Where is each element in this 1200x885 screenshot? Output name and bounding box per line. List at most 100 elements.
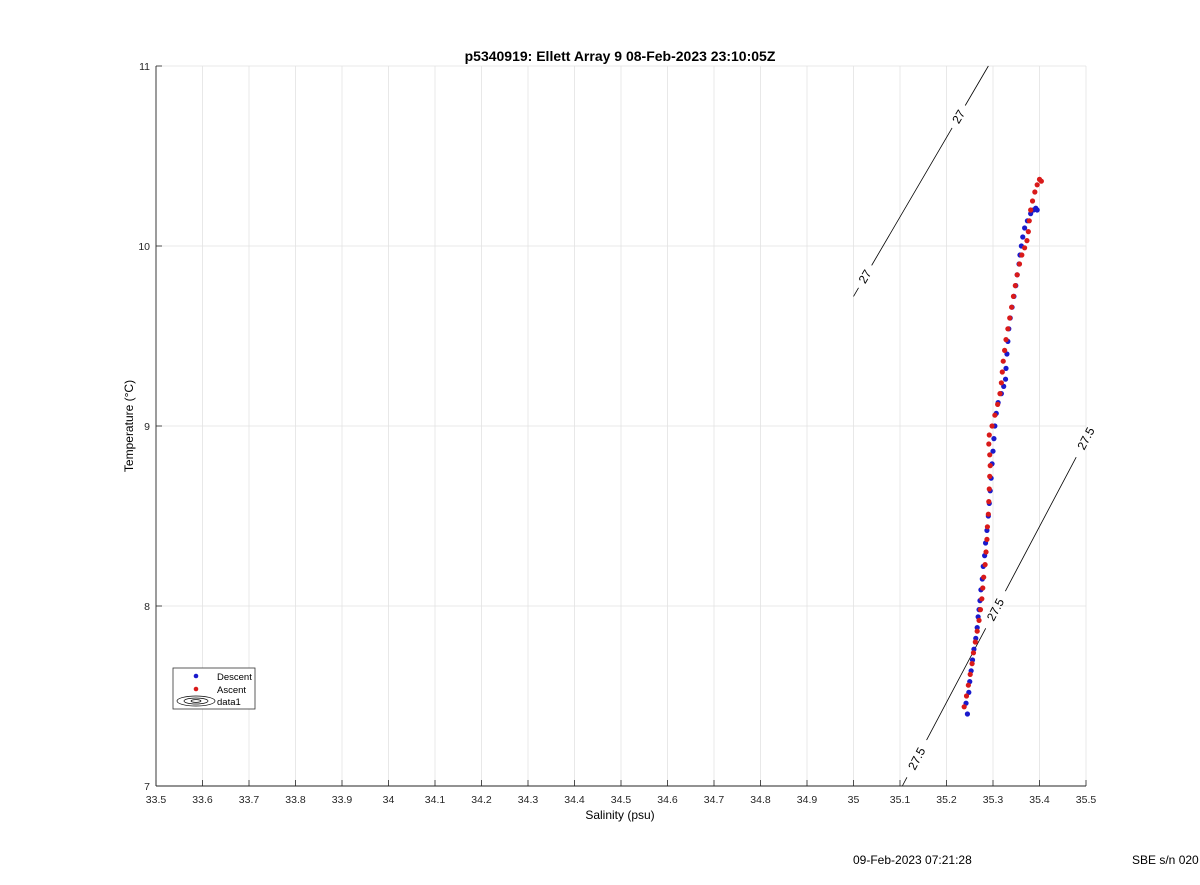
data-point-ascent (1022, 245, 1028, 251)
x-tick-label: 33.8 (285, 794, 306, 806)
data-point-ascent (998, 380, 1004, 386)
data-point-ascent (986, 499, 992, 505)
x-tick-label: 35.5 (1076, 794, 1097, 806)
x-tick-label: 34.7 (704, 794, 725, 806)
contour-label: 27.5 (1074, 425, 1097, 452)
data-point-ascent (976, 617, 982, 624)
y-tick-label: 8 (144, 601, 150, 613)
legend-label-data1: data1 (217, 697, 241, 708)
data-point-ascent (1014, 272, 1020, 278)
x-tick-label: 33.5 (146, 794, 167, 806)
data-point-ascent (1007, 315, 1013, 321)
contour-line (901, 777, 908, 787)
data-point-descent (1002, 376, 1009, 382)
contour-label: 27 (856, 267, 875, 286)
x-tick-label: 34.9 (797, 794, 818, 806)
x-tick-label: 34.6 (657, 794, 678, 806)
data-point-ascent (984, 536, 990, 543)
data-point-descent (1034, 207, 1040, 213)
data-point-ascent (1024, 238, 1030, 244)
x-tick-label: 33.9 (332, 794, 353, 806)
legend: Descent Ascent data1 (172, 667, 256, 710)
data-point-ascent (977, 607, 984, 613)
data-point-ascent (989, 423, 995, 429)
data-point-ascent (974, 628, 980, 634)
data-point-ascent (1012, 283, 1018, 289)
data-point-ascent (997, 391, 1003, 397)
data-point-ascent (987, 463, 993, 469)
data-point-ascent (963, 693, 970, 699)
data-point-ascent (1034, 182, 1040, 188)
data-point-descent (990, 448, 996, 454)
data-point-ascent (972, 639, 978, 645)
data-point-ascent (1009, 304, 1015, 310)
data-point-descent (974, 625, 980, 631)
x-tick-label: 35.3 (983, 794, 1004, 806)
data-point-ascent (979, 596, 985, 602)
data-point-descent (1022, 225, 1028, 231)
x-tick-label: 35.2 (936, 794, 957, 806)
x-tick-label: 34.5 (611, 794, 632, 806)
data-point-ascent (981, 574, 987, 580)
data-point-ascent (985, 511, 991, 517)
x-tick-label: 35 (848, 794, 860, 806)
x-tick-label: 34.4 (564, 794, 585, 806)
contour-line (871, 127, 953, 266)
legend-marker-descent (193, 673, 199, 679)
x-tick-label: 34.8 (750, 794, 771, 806)
contour-line (853, 287, 859, 297)
data-point-ascent (987, 452, 993, 458)
y-tick-label: 7 (144, 781, 150, 793)
y-tick-label: 11 (139, 61, 150, 73)
data-point-ascent (986, 432, 992, 438)
data-point-ascent (961, 704, 967, 710)
data-point-ascent (1000, 358, 1006, 364)
legend-label-ascent: Ascent (217, 685, 246, 696)
y-tick-label: 10 (138, 241, 150, 253)
legend-box (172, 667, 256, 710)
grid-lines (155, 65, 1087, 787)
data-point-descent (1020, 234, 1026, 240)
data-point-ascent (999, 369, 1005, 375)
data-point-ascent (982, 562, 988, 568)
data-point-ascent (1002, 347, 1008, 353)
data-point-ascent (1003, 337, 1009, 343)
data-point-ascent (1010, 293, 1017, 299)
data-point-ascent (1019, 252, 1025, 258)
x-tick-label: 34.2 (471, 794, 492, 806)
data-point-ascent (1005, 326, 1011, 332)
data-point-ascent (992, 412, 998, 418)
x-tick-label: 34.3 (518, 794, 539, 806)
data-point-ascent (1038, 178, 1044, 184)
footer-sensor: SBE s/n 020 (1132, 853, 1199, 867)
data-point-descent (964, 711, 971, 717)
data-point-ascent (987, 473, 993, 479)
legend-label-descent: Descent (217, 672, 252, 683)
data-point-ascent (995, 401, 1001, 407)
data-point-ascent (1025, 229, 1031, 235)
x-tick-label: 34.1 (425, 794, 446, 806)
data-point-ascent (984, 524, 991, 530)
data-point-ascent (965, 682, 971, 688)
data-point-ascent (986, 486, 992, 492)
data-series (961, 176, 1044, 717)
x-tick-label: 35.1 (890, 794, 911, 806)
data-point-ascent (1028, 207, 1034, 213)
data-point-ascent (1016, 261, 1023, 267)
contour-label: 27.5 (905, 745, 928, 772)
x-axis-label: Salinity (psu) (585, 808, 654, 822)
footer-timestamp: 09-Feb-2023 07:21:28 (853, 853, 972, 867)
contour-line (1004, 456, 1077, 592)
data-point-ascent (1026, 218, 1032, 224)
contour-label: 27.5 (984, 596, 1007, 623)
x-tick-label: 35.4 (1029, 794, 1050, 806)
data-point-descent (991, 436, 997, 442)
data-point-descent (1028, 211, 1034, 217)
y-axis-label: Temperature (°C) (122, 380, 136, 472)
data-point-ascent (1032, 189, 1038, 195)
data-point-ascent (986, 441, 992, 447)
data-point-descent (1003, 365, 1009, 371)
contour-line (964, 65, 989, 106)
x-tick-label: 33.6 (192, 794, 213, 806)
